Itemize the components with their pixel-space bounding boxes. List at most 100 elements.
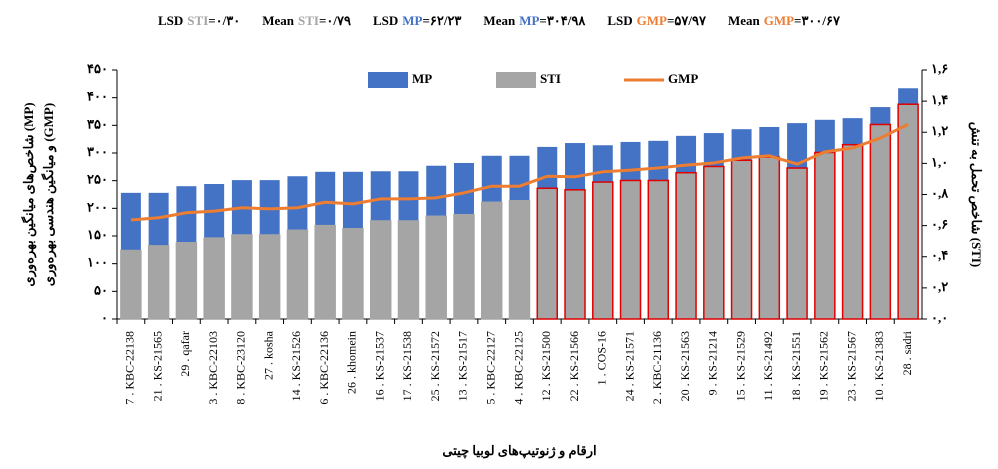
y2-tick-label: ۱,۲ bbox=[931, 123, 948, 138]
x-tick-label: 20 . KS-21563 bbox=[678, 331, 692, 401]
bar-sti bbox=[147, 245, 170, 320]
y-tick-label: ۱۰۰ bbox=[87, 255, 108, 270]
y-tick-label: ۴۵۰ bbox=[87, 61, 108, 76]
y-tick-label: ۵۰ bbox=[94, 282, 108, 297]
stat-value: =۶۲/۲۳ bbox=[422, 13, 461, 28]
x-tick-label: 19 . KS-21562 bbox=[817, 331, 831, 401]
x-tick-label: 26 . khomein bbox=[345, 331, 359, 394]
x-tick-label: 5 . KBC-22127 bbox=[483, 331, 497, 405]
stat-value: =۰/۳۰ bbox=[208, 13, 240, 28]
bar-sti bbox=[231, 234, 253, 320]
y2-tick-label: ۰,۲ bbox=[931, 279, 948, 294]
stat-value: =۳۰۰/۶۷ bbox=[794, 13, 841, 28]
stats-line: LSD STI=۰/۳۰ Mean STI=۰/۷۹ LSD MP=۶۲/۲۳ Mean MP… bbox=[158, 13, 841, 28]
legend-label: STI bbox=[540, 71, 561, 86]
stat-label: Mean bbox=[483, 13, 516, 28]
x-tick-label: 16 . KS-21537 bbox=[372, 331, 386, 401]
stat-key: GMP bbox=[637, 13, 667, 28]
stat-key: STI bbox=[298, 13, 319, 28]
bar-sti bbox=[508, 199, 531, 320]
x-tick-label: 23 . KS-21567 bbox=[844, 331, 858, 401]
bar-sti bbox=[675, 171, 697, 320]
x-tick-label: 11 . KS-21492 bbox=[761, 331, 775, 401]
x-tick-label: 29 . qafar bbox=[178, 331, 192, 377]
stat-value: =۳۰۴/۹۸ bbox=[539, 13, 586, 28]
x-tick-label: 2 . KBC-21136 bbox=[650, 331, 664, 404]
x-tick-label: 7 . KBC-22138 bbox=[123, 331, 137, 405]
bar-sti bbox=[286, 229, 309, 320]
y-tick-label: ۲۰۰ bbox=[87, 199, 108, 214]
bar-sti bbox=[564, 189, 586, 320]
bar-sti bbox=[869, 123, 892, 320]
bar-sti bbox=[647, 179, 670, 320]
bar-sti bbox=[814, 151, 836, 320]
bar-sti bbox=[841, 143, 864, 320]
stat-label: LSD bbox=[158, 13, 183, 28]
bar-sti bbox=[703, 165, 725, 320]
bar-sti bbox=[758, 156, 781, 320]
stat-key: GMP bbox=[764, 13, 794, 28]
bar-sti bbox=[175, 241, 198, 320]
stat-key: MP bbox=[402, 13, 422, 28]
bar-sti bbox=[619, 179, 642, 320]
x-tick-label: 15 . KS-21529 bbox=[733, 331, 747, 401]
x-tick-label: 4 . KBC-22125 bbox=[511, 331, 525, 405]
y-axis-title: شاخص‌های میانگین بهره‌وری (MP) bbox=[20, 102, 37, 286]
x-tick-label: 10 . KS-21383 bbox=[872, 331, 886, 401]
y-tick-label: ۲۵۰ bbox=[87, 172, 108, 187]
x-tick-label: 9 . KS-21214 bbox=[706, 331, 720, 395]
y2-tick-label: ۱,۰ bbox=[931, 154, 948, 169]
stat-label: LSD bbox=[373, 13, 398, 28]
x-tick-label: 1 . COS-16 bbox=[595, 331, 609, 385]
bar-sti bbox=[592, 181, 614, 320]
y-axis-title: و میانگین هندسی بهره‌وری (GMP) bbox=[40, 103, 57, 286]
x-tick-label: 6 . KBC-22136 bbox=[317, 331, 331, 405]
bar-sti bbox=[453, 213, 475, 320]
x-tick-label: 18 . KS-21551 bbox=[789, 331, 803, 401]
x-tick-label: 14 . KS-21526 bbox=[289, 331, 303, 401]
y2-tick-label: ۱,۶ bbox=[931, 61, 948, 76]
stat-key: MP bbox=[519, 13, 539, 28]
x-tick-label: 21 . KS-21565 bbox=[150, 331, 164, 401]
y2-tick-label: ۰,۸ bbox=[931, 185, 949, 200]
stat-label: Mean bbox=[728, 13, 761, 28]
y-tick-label: ۱۵۰ bbox=[87, 227, 108, 242]
bar-sti bbox=[536, 187, 559, 320]
y2-tick-label: ۱,۴ bbox=[931, 92, 948, 107]
x-tick-label: 8 . KBC-23120 bbox=[234, 331, 248, 405]
legend-label: GMP bbox=[668, 71, 698, 86]
x-tick-label: 22 . KS-21566 bbox=[567, 331, 581, 401]
x-tick-label: 28 . sadri bbox=[900, 330, 914, 375]
bar-sti bbox=[397, 220, 420, 320]
bar-sti bbox=[786, 167, 808, 320]
y-tick-label: ۰ bbox=[101, 310, 108, 325]
legend-swatch bbox=[496, 72, 536, 88]
bar-sti bbox=[369, 220, 392, 320]
x-tick-label: 24 . KS-21571 bbox=[622, 331, 636, 401]
y2-tick-label: ۰,۶ bbox=[931, 217, 948, 232]
x-tick-label: 3 . KBC-22103 bbox=[206, 331, 220, 405]
stat-label: LSD bbox=[607, 13, 632, 28]
stat-key: STI bbox=[187, 13, 208, 28]
bar-sti bbox=[480, 201, 503, 320]
x-tick-label: 13 . KS-21517 bbox=[456, 331, 470, 401]
bar-sti bbox=[258, 234, 281, 320]
bar-sti bbox=[203, 237, 225, 320]
x-axis-title: ارقام و ژنوتیپ‌های لوبیا چیتی bbox=[442, 443, 596, 459]
x-tick-label: 17 . KS-21538 bbox=[400, 331, 414, 401]
y2-tick-label: ۰,۰ bbox=[931, 310, 948, 325]
legend-label: MP bbox=[412, 71, 432, 86]
bar-sti bbox=[897, 103, 919, 320]
x-tick-label: 12 . KS-21500 bbox=[539, 331, 553, 401]
y2-axis-title: شاخص تحمل به تنش (STI) bbox=[968, 122, 984, 268]
stat-label: Mean bbox=[262, 13, 295, 28]
y2-tick-label: ۰,۴ bbox=[931, 248, 948, 263]
bar-sti bbox=[342, 227, 364, 320]
bar-sti bbox=[730, 159, 753, 320]
bar-sti bbox=[425, 215, 447, 320]
y-tick-label: ۳۵۰ bbox=[87, 116, 108, 131]
x-tick-label: 25 . KS-21572 bbox=[428, 331, 442, 401]
line-gmp bbox=[130, 122, 909, 222]
y-tick-label: ۳۰۰ bbox=[87, 144, 108, 159]
